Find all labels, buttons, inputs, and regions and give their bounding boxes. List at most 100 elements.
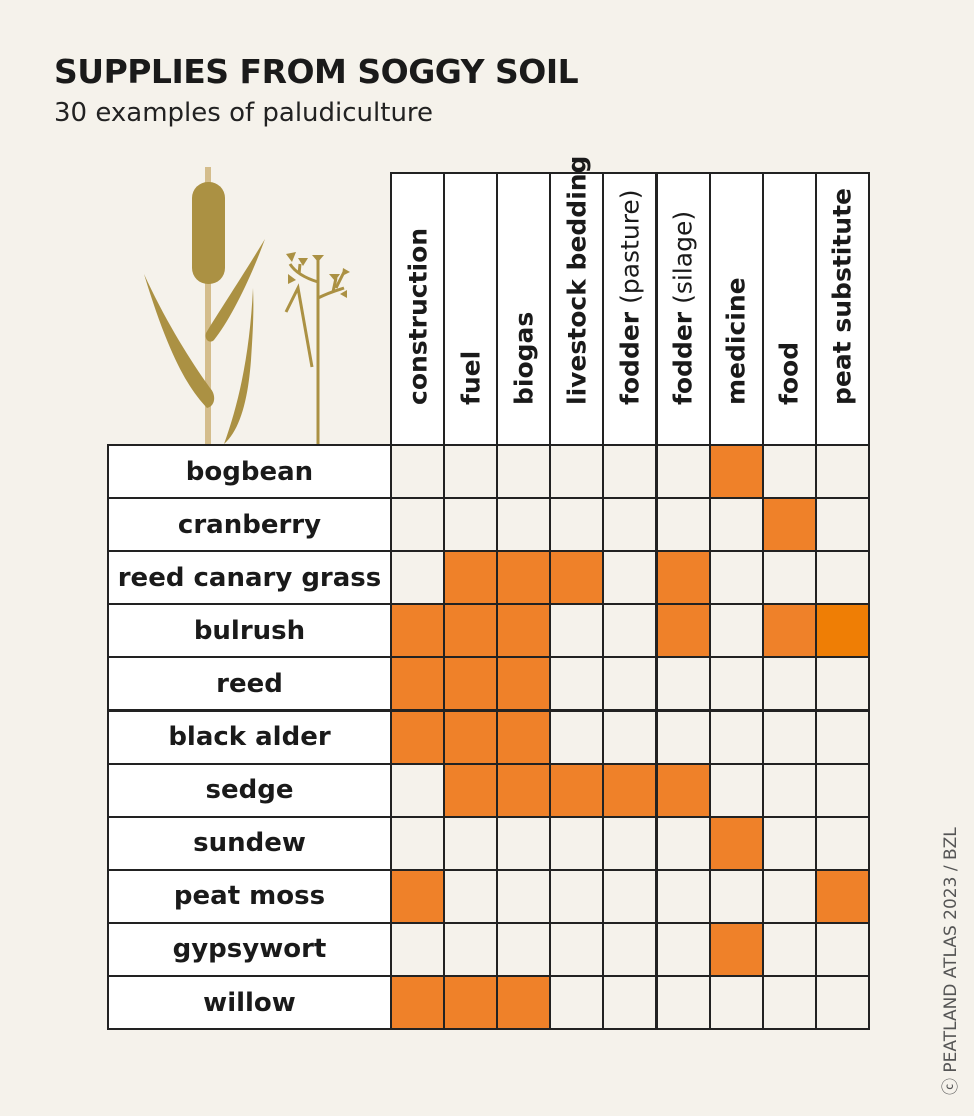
- empty-cell: [761, 444, 817, 500]
- filled-cell: [496, 709, 552, 765]
- column-header: construction: [390, 172, 446, 446]
- empty-cell: [814, 709, 870, 765]
- empty-cell: [655, 921, 711, 977]
- filled-cell: [496, 603, 552, 659]
- row-label: black alder: [107, 709, 392, 765]
- empty-cell: [549, 656, 605, 712]
- empty-cell: [443, 868, 499, 924]
- empty-cell: [814, 921, 870, 977]
- filled-cell: [708, 815, 764, 871]
- credit-line: ⓒ PEATLAND ATLAS 2023 / BZL: [941, 827, 961, 1095]
- row-label: sundew: [107, 815, 392, 871]
- empty-cell: [443, 497, 499, 553]
- row-label: sedge: [107, 762, 392, 818]
- empty-cell: [814, 656, 870, 712]
- empty-cell: [814, 497, 870, 553]
- filled-cell: [443, 603, 499, 659]
- column-label-main: livestock bedding: [562, 155, 592, 405]
- column-label-main: fodder: [668, 311, 698, 405]
- filled-cell: [390, 656, 446, 712]
- empty-cell: [549, 497, 605, 553]
- filled-cell: [443, 762, 499, 818]
- filled-cell: [443, 656, 499, 712]
- empty-cell: [443, 815, 499, 871]
- empty-cell: [602, 975, 658, 1031]
- empty-cell: [602, 656, 658, 712]
- empty-cell: [655, 815, 711, 871]
- empty-cell: [814, 975, 870, 1031]
- column-header: fodder (pasture): [602, 172, 658, 446]
- empty-cell: [549, 868, 605, 924]
- column-label-main: fuel: [456, 350, 486, 405]
- empty-cell: [496, 497, 552, 553]
- column-label-main: construction: [403, 227, 433, 405]
- filled-cell: [496, 762, 552, 818]
- empty-cell: [390, 497, 446, 553]
- column-label: peat substitute: [828, 188, 857, 405]
- column-header: biogas: [496, 172, 552, 446]
- empty-cell: [390, 815, 446, 871]
- empty-cell: [602, 815, 658, 871]
- empty-cell: [708, 709, 764, 765]
- empty-cell: [549, 975, 605, 1031]
- chart-title: SUPPLIES FROM SOGGY SOIL: [54, 52, 579, 91]
- empty-cell: [655, 709, 711, 765]
- filled-cell: [761, 603, 817, 659]
- column-label: livestock bedding: [562, 156, 591, 405]
- column-label: medicine: [722, 277, 751, 405]
- row-label: gypsywort: [107, 921, 392, 977]
- empty-cell: [549, 921, 605, 977]
- column-header: food: [761, 172, 817, 446]
- row-label: peat moss: [107, 868, 392, 924]
- empty-cell: [814, 762, 870, 818]
- empty-cell: [390, 921, 446, 977]
- row-label: reed: [107, 656, 392, 712]
- filled-cell: [443, 550, 499, 606]
- empty-cell: [708, 603, 764, 659]
- empty-cell: [761, 656, 817, 712]
- column-label-qualifier: (pasture): [615, 189, 645, 312]
- empty-cell: [549, 815, 605, 871]
- column-header: medicine: [708, 172, 764, 446]
- empty-cell: [655, 868, 711, 924]
- empty-cell: [761, 921, 817, 977]
- filled-cell: [496, 550, 552, 606]
- filled-cell: [708, 921, 764, 977]
- column-label: food: [775, 342, 804, 405]
- empty-cell: [814, 444, 870, 500]
- empty-cell: [443, 921, 499, 977]
- column-label-main: food: [774, 341, 804, 405]
- column-label: construction: [403, 228, 432, 405]
- empty-cell: [761, 815, 817, 871]
- empty-cell: [602, 550, 658, 606]
- filled-cell: [549, 550, 605, 606]
- filled-cell: [443, 709, 499, 765]
- empty-cell: [549, 709, 605, 765]
- empty-cell: [708, 656, 764, 712]
- empty-cell: [602, 921, 658, 977]
- row-label: reed canary grass: [107, 550, 392, 606]
- empty-cell: [655, 656, 711, 712]
- row-label: bogbean: [107, 444, 392, 500]
- empty-cell: [443, 444, 499, 500]
- filled-cell: [602, 762, 658, 818]
- flowering-plant-illustration: [284, 252, 350, 444]
- empty-cell: [814, 550, 870, 606]
- empty-cell: [602, 709, 658, 765]
- empty-cell: [708, 975, 764, 1031]
- filled-cell: [655, 603, 711, 659]
- empty-cell: [761, 868, 817, 924]
- empty-cell: [602, 868, 658, 924]
- row-label: cranberry: [107, 497, 392, 553]
- empty-cell: [496, 444, 552, 500]
- column-label-main: medicine: [721, 277, 751, 405]
- empty-cell: [655, 497, 711, 553]
- row-label: bulrush: [107, 603, 392, 659]
- empty-cell: [602, 497, 658, 553]
- empty-cell: [708, 550, 764, 606]
- filled-cell: [390, 709, 446, 765]
- column-label-main: peat substitute: [827, 187, 857, 405]
- empty-cell: [814, 815, 870, 871]
- empty-cell: [390, 762, 446, 818]
- column-label-main: biogas: [509, 311, 539, 405]
